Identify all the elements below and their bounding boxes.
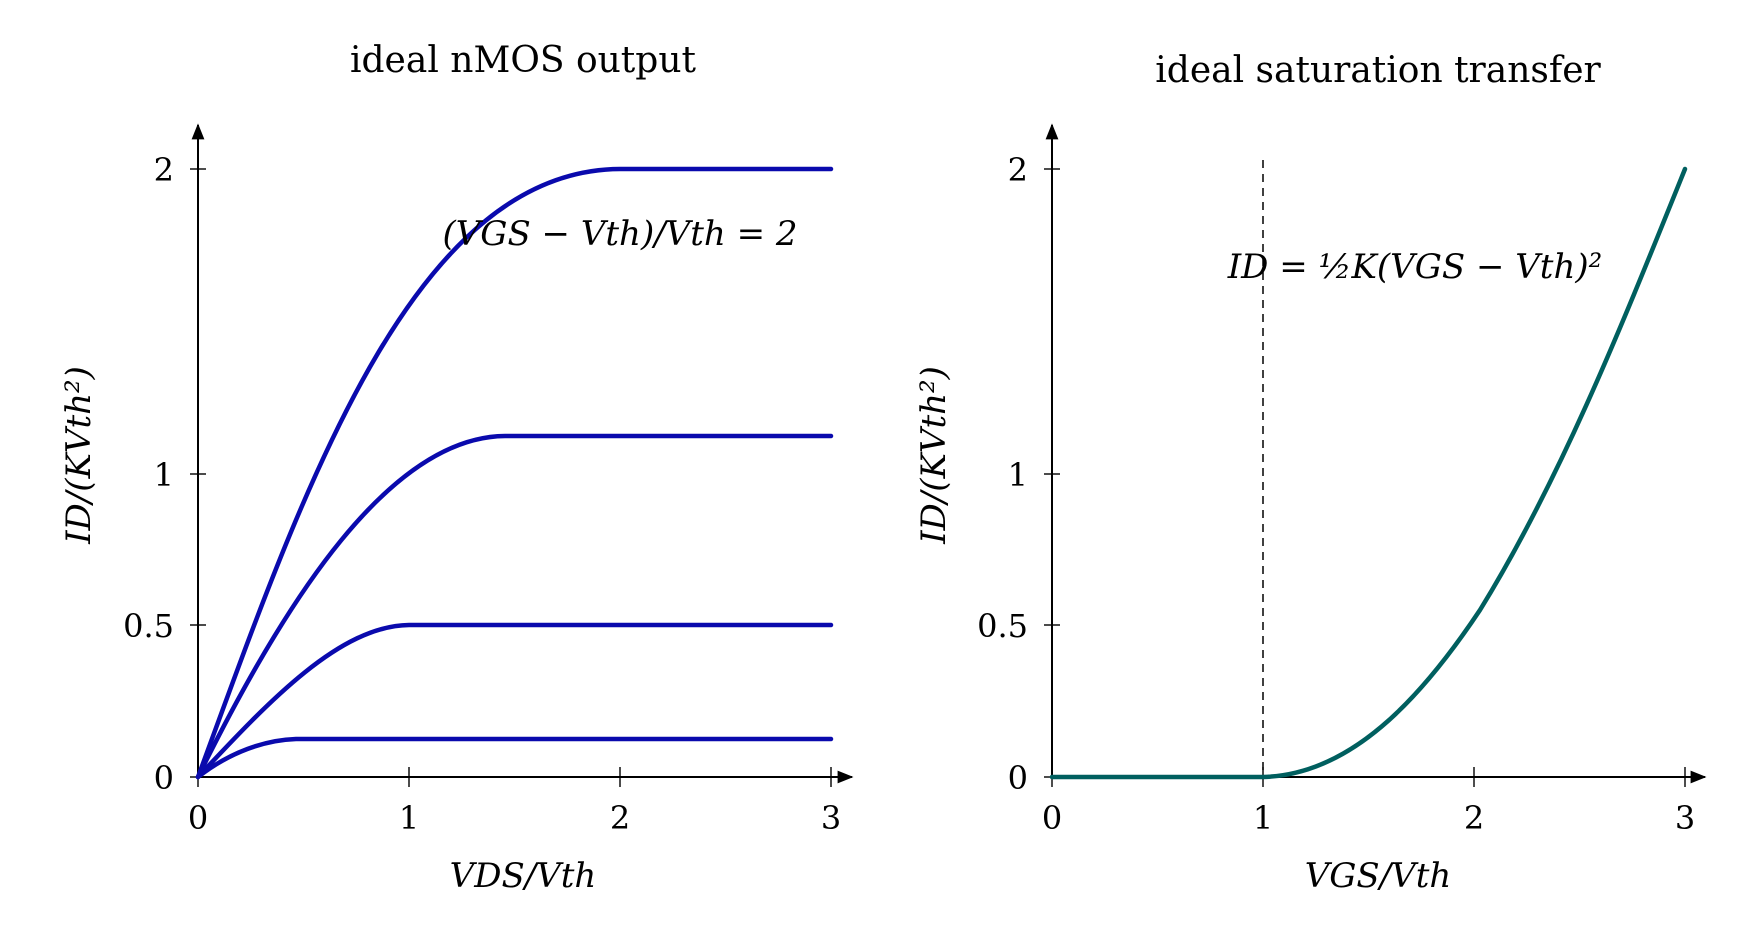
output-curve-vov-1	[195, 622, 834, 780]
output-chart-title: ideal nMOS output	[350, 40, 697, 81]
output-annotation: (VGS − Vth)/Vth = 2	[442, 214, 797, 254]
output-x-tick-label-1: 1	[399, 799, 419, 837]
transfer-y-ticks: 0 0.5 1 2	[977, 151, 1060, 797]
output-y-tick-label-0: 0	[154, 759, 174, 797]
transfer-y-tick-label-0.5: 0.5	[977, 607, 1028, 645]
transfer-x-label: VGS/Vth	[1305, 856, 1452, 896]
output-y-tick-label-0.5: 0.5	[123, 607, 174, 645]
transfer-annotation: ID = ½K(VGS − Vth)²	[1227, 247, 1603, 287]
output-curve-vov-1.5	[195, 433, 834, 780]
transfer-x-tick-label-2: 2	[1464, 799, 1484, 837]
output-x-label: VDS/Vth	[450, 856, 597, 896]
output-curve-vov-2	[195, 166, 834, 780]
transfer-chart-title: ideal saturation transfer	[1155, 50, 1601, 91]
output-y-label: ID/(KVth²)	[59, 366, 99, 545]
output-curves	[195, 166, 834, 780]
output-y-ticks: 0 0.5 1 2	[123, 151, 206, 797]
output-x-ticks: 0 1 2 3	[188, 767, 841, 837]
output-chart: ideal nMOS output 0 1 2 3 0 0.5 1 2	[59, 40, 854, 896]
transfer-y-tick-label-2: 2	[1008, 151, 1028, 189]
output-x-tick-label-0: 0	[188, 799, 208, 837]
output-x-tick-label-3: 3	[821, 799, 841, 837]
transfer-y-tick-label-1: 1	[1008, 456, 1028, 494]
output-x-tick-label-2: 2	[610, 799, 630, 837]
transfer-x-tick-label-0: 0	[1042, 799, 1062, 837]
output-y-tick-label-1: 1	[154, 456, 174, 494]
transfer-y-label: ID/(KVth²)	[914, 366, 954, 545]
output-y-tick-label-2: 2	[154, 151, 174, 189]
output-curve-vov-0.5	[195, 736, 834, 780]
transfer-x-tick-label-1: 1	[1253, 799, 1273, 837]
transfer-x-tick-label-3: 3	[1675, 799, 1695, 837]
transfer-curve	[1049, 166, 1688, 780]
transfer-chart: ideal saturation transfer 0 1 2 3 0 0.5 …	[914, 50, 1707, 896]
transfer-x-ticks: 0 1 2 3	[1042, 767, 1695, 837]
transfer-y-tick-label-0: 0	[1008, 759, 1028, 797]
